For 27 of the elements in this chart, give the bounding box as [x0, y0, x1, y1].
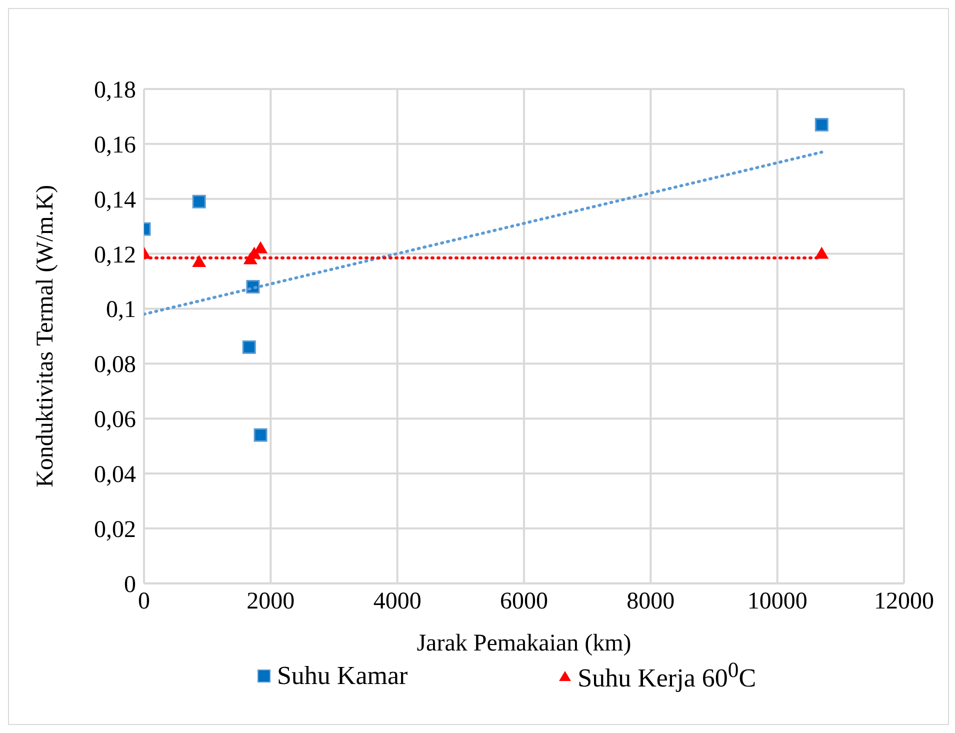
- y-tick-label: 0,16: [94, 132, 136, 158]
- y-tick-label: 0,04: [94, 462, 136, 488]
- y-tick-label: 0,14: [94, 187, 136, 214]
- x-tick-label: 12000: [874, 588, 934, 614]
- y-tick-label: 0,12: [94, 242, 136, 268]
- x-axis-title: Jarak Pemakaian (km): [416, 630, 632, 656]
- y-tick-label: 0,1: [106, 297, 136, 324]
- y-tick-label: 0,02: [94, 516, 136, 543]
- legend-label: Suhu Kerja 60$^{0}$C: [578, 658, 756, 694]
- y-axis-title: Konduktivitas Termal (W/m.K): [32, 184, 59, 488]
- legend-label: Suhu Kamar: [276, 661, 408, 692]
- point: [814, 246, 829, 259]
- point: [814, 118, 828, 132]
- x-tick-label: 8000: [626, 588, 675, 614]
- point: [242, 340, 256, 354]
- x-tick-label: 2000: [246, 588, 295, 614]
- x-tick-label: 6000: [500, 588, 548, 614]
- point: [192, 194, 206, 208]
- y-tick-label: 0,08: [94, 352, 136, 378]
- point: [254, 428, 268, 442]
- y-tick-label: 0,18: [94, 78, 136, 104]
- x-tick-label: 10000: [747, 588, 808, 614]
- point: [192, 255, 206, 268]
- x-tick-label: 4000: [373, 588, 422, 614]
- y-tick-label: 0: [124, 572, 136, 598]
- point: [254, 241, 268, 254]
- y-tick-label: 0,06: [94, 407, 136, 434]
